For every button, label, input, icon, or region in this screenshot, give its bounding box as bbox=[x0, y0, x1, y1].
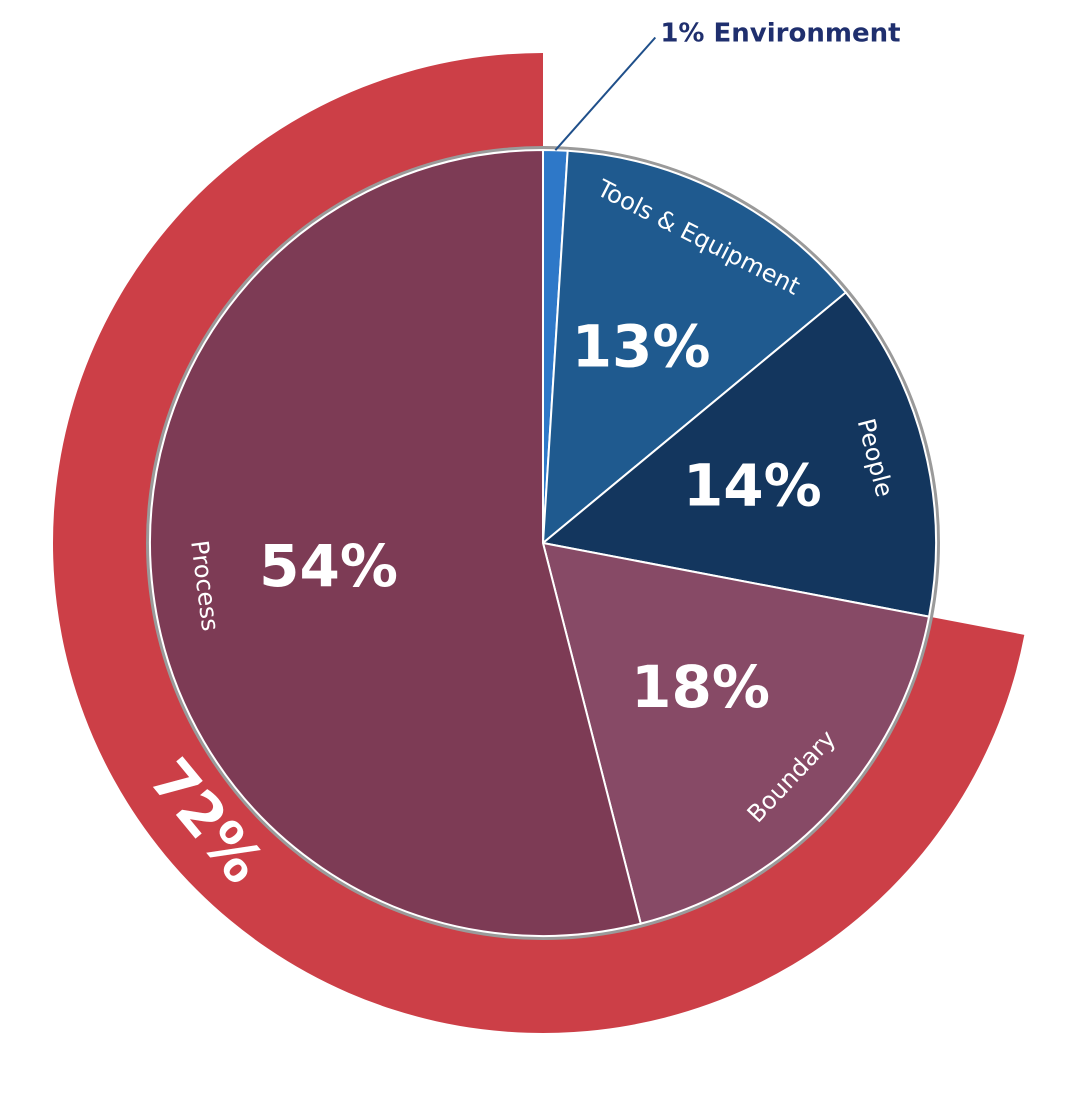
leader-line bbox=[554, 36, 657, 151]
slice-name: Environment bbox=[714, 18, 901, 48]
value-label: 54% bbox=[259, 532, 398, 600]
value-label: 1% bbox=[660, 18, 704, 48]
pie-slice bbox=[541, 541, 931, 925]
value-label: 18% bbox=[631, 653, 770, 721]
value-label: 13% bbox=[572, 313, 711, 381]
pie-slice bbox=[540, 291, 937, 618]
pie-slice bbox=[541, 149, 848, 546]
outside-label: 1% Environment bbox=[660, 18, 900, 48]
pie-slice bbox=[149, 148, 642, 937]
value-label: 14% bbox=[683, 451, 822, 519]
